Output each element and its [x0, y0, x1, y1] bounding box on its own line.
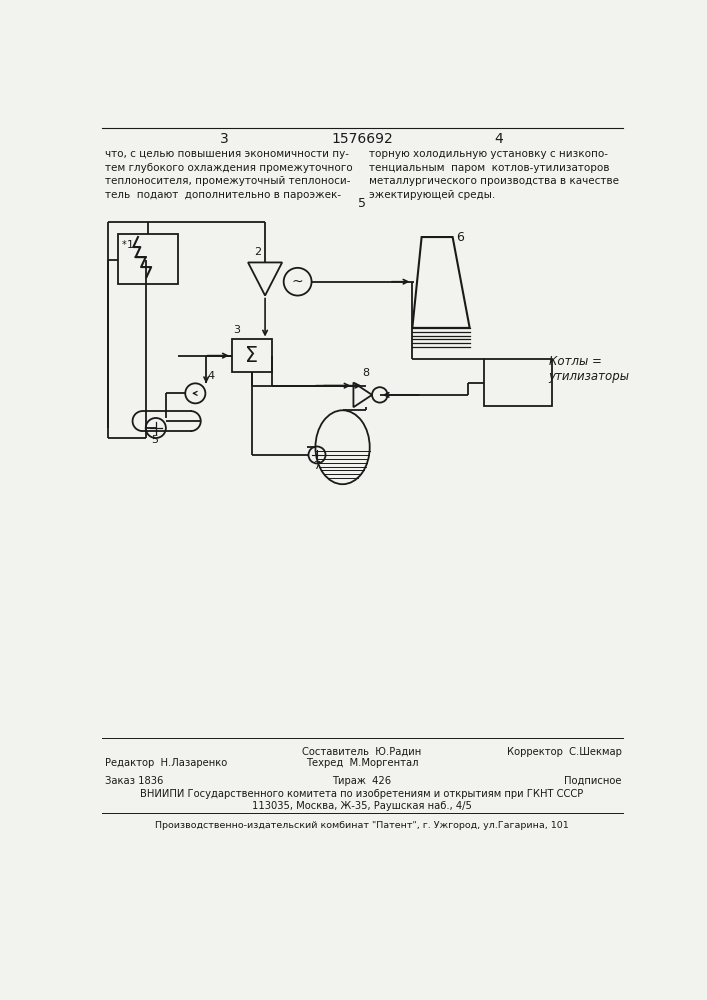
- Text: ВНИИПИ Государственного комитета по изобретениям и открытиям при ГКНТ СССР: ВНИИПИ Государственного комитета по изоб…: [140, 789, 583, 799]
- Text: 4: 4: [495, 132, 503, 146]
- Text: Заказ 1836: Заказ 1836: [105, 776, 164, 786]
- Text: Техред  М.Моргентал: Техред М.Моргентал: [305, 758, 419, 768]
- Bar: [118, 234, 178, 284]
- Bar: [232, 339, 272, 372]
- Text: *: *: [122, 240, 127, 250]
- Text: что, с целью повышения экономичности пу-
тем глубокого охлаждения промежуточного: что, с целью повышения экономичности пу-…: [105, 149, 353, 200]
- Text: 6: 6: [457, 231, 464, 244]
- Text: Составитель  Ю.Радин: Составитель Ю.Радин: [303, 747, 421, 757]
- Text: 1: 1: [127, 240, 134, 250]
- Text: Σ: Σ: [245, 346, 259, 366]
- Text: 3: 3: [233, 325, 240, 335]
- Text: 1576692: 1576692: [331, 132, 393, 146]
- Text: 3: 3: [220, 132, 228, 146]
- Text: Подписное: Подписное: [564, 776, 621, 786]
- Text: 5: 5: [151, 435, 158, 445]
- Text: 4: 4: [207, 371, 214, 381]
- Text: 5: 5: [358, 197, 366, 210]
- Text: Тираж  426: Тираж 426: [332, 776, 392, 786]
- Text: Производственно-издательский комбинат "Патент", г. Ужгород, ул.Гагарина, 101: Производственно-издательский комбинат "П…: [155, 821, 569, 830]
- Text: торную холодильную установку с низкопо-
тенциальным  паром  котлов-утилизаторов
: торную холодильную установку с низкопо- …: [369, 149, 619, 200]
- Text: ~: ~: [292, 275, 303, 289]
- Text: Котлы =
утилизаторы: Котлы = утилизаторы: [549, 355, 630, 383]
- Text: 8: 8: [362, 368, 369, 378]
- Text: 2: 2: [254, 247, 261, 257]
- Text: Редактор  Н.Лазаренко: Редактор Н.Лазаренко: [105, 758, 228, 768]
- Text: 7: 7: [313, 461, 320, 471]
- Text: 113035, Москва, Ж-35, Раушская наб., 4/5: 113035, Москва, Ж-35, Раушская наб., 4/5: [252, 801, 472, 811]
- Bar: [484, 359, 552, 406]
- Text: Корректор  С.Шекмар: Корректор С.Шекмар: [507, 747, 621, 757]
